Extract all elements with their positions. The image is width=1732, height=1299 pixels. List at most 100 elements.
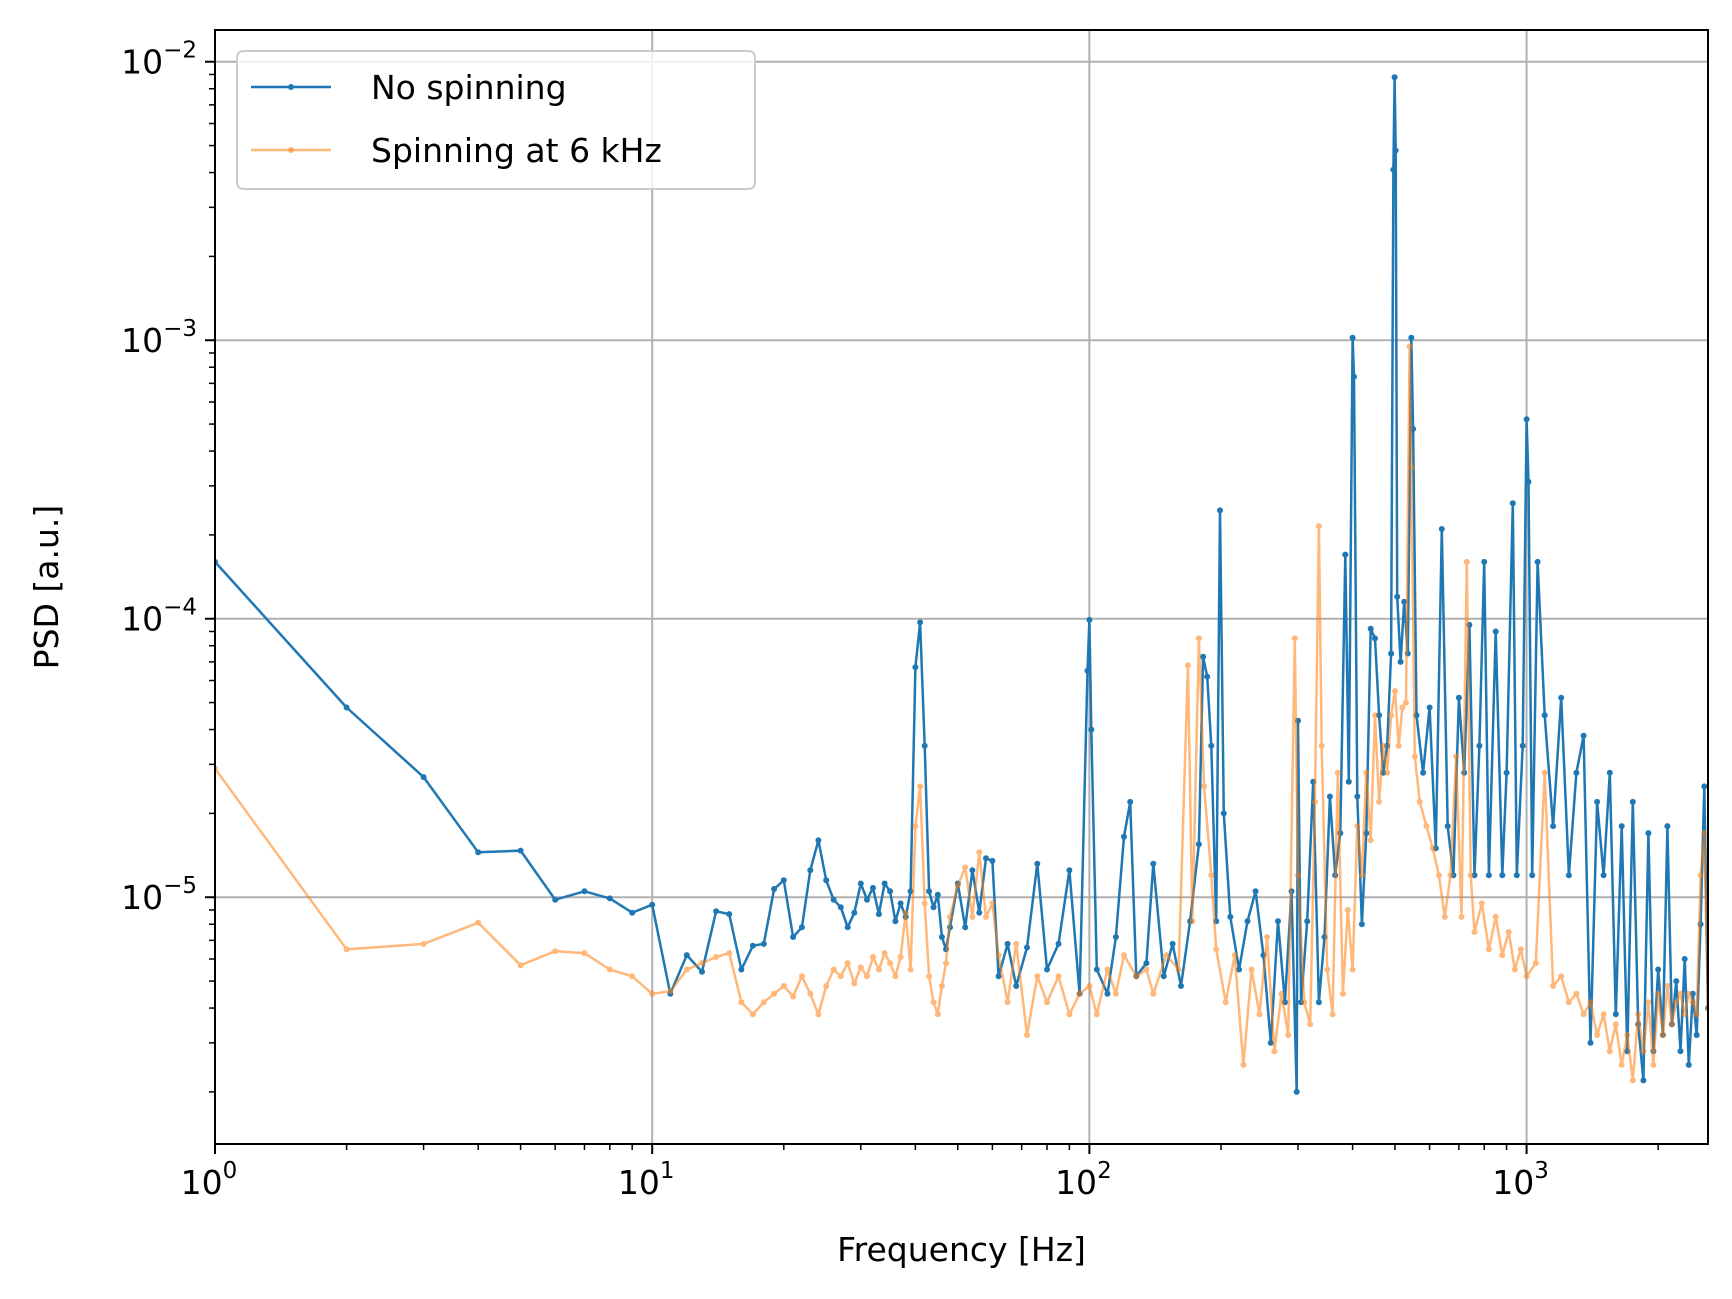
data-point — [1532, 960, 1539, 967]
data-point — [581, 888, 588, 895]
data-point — [892, 973, 899, 980]
data-point — [1388, 712, 1395, 719]
data-point — [1689, 999, 1696, 1006]
data-point — [1329, 1011, 1336, 1018]
data-point — [1086, 983, 1093, 989]
data-point — [1701, 830, 1708, 837]
data-point — [1195, 635, 1202, 642]
data-point — [926, 973, 933, 980]
data-point — [1104, 966, 1111, 973]
data-point — [1339, 990, 1346, 997]
data-point — [1612, 1011, 1619, 1018]
data-point — [649, 901, 656, 908]
data-point — [1681, 1011, 1688, 1018]
data-point — [749, 942, 756, 949]
data-point — [1618, 823, 1625, 830]
data-point — [1606, 769, 1613, 776]
data-point — [917, 783, 924, 790]
data-point — [1204, 673, 1211, 680]
data-point — [1650, 1061, 1657, 1068]
data-point — [1175, 966, 1182, 973]
x-tick-label: 100 — [181, 1158, 238, 1202]
data-point — [851, 980, 858, 987]
data-point — [844, 924, 851, 931]
x-tick-label: 102 — [1055, 1158, 1112, 1202]
data-point — [1267, 1039, 1274, 1046]
data-point — [1499, 952, 1506, 959]
data-point — [1213, 946, 1220, 953]
data-point — [738, 999, 745, 1006]
data-point — [1034, 860, 1041, 867]
data-point — [1376, 712, 1383, 719]
legend-marker-spinning — [288, 147, 294, 153]
data-point — [1044, 999, 1050, 1006]
data-point — [1315, 999, 1322, 1006]
data-point — [1143, 960, 1150, 967]
data-point — [1458, 913, 1465, 920]
data-point — [1655, 990, 1662, 997]
data-point — [1463, 558, 1470, 565]
data-point — [875, 911, 882, 918]
data-point — [629, 973, 636, 980]
data-point — [606, 895, 613, 902]
data-point — [1503, 769, 1510, 776]
data-point — [1013, 983, 1020, 989]
data-point — [1392, 688, 1398, 694]
data-point — [1481, 558, 1488, 565]
data-point — [760, 940, 767, 947]
data-point — [1485, 872, 1492, 879]
data-point — [1471, 929, 1478, 935]
data-point — [1326, 793, 1333, 800]
data-point — [343, 704, 350, 711]
data-point — [1222, 999, 1229, 1006]
data-point — [420, 774, 427, 781]
data-point — [1558, 694, 1565, 701]
data-point — [1565, 999, 1572, 1006]
data-point — [1541, 769, 1548, 776]
data-point — [921, 742, 928, 749]
data-point — [1169, 940, 1176, 947]
data-point — [844, 960, 851, 967]
data-point — [1367, 625, 1374, 632]
data-point — [1093, 1011, 1100, 1018]
data-point — [1311, 798, 1318, 805]
data-point — [1392, 147, 1399, 154]
data-point — [771, 886, 778, 892]
data-point — [667, 988, 674, 995]
y-tick-label: 10−3 — [121, 316, 197, 360]
data-point — [699, 960, 705, 967]
data-point — [1076, 990, 1083, 997]
plot-frame — [214, 29, 1709, 1145]
data-point — [1024, 1032, 1030, 1038]
data-point — [1127, 798, 1134, 805]
data-point — [837, 904, 844, 911]
data-point — [1240, 1061, 1247, 1068]
data-point — [1664, 983, 1671, 989]
data-point — [1401, 598, 1408, 605]
data-point — [1645, 830, 1652, 837]
y-tick-label: 10−2 — [121, 38, 197, 82]
data-point — [1163, 952, 1170, 959]
data-point — [581, 950, 588, 957]
data-point — [798, 973, 805, 980]
data-point — [1580, 1011, 1587, 1018]
data-point — [1133, 973, 1140, 980]
x-tick-label: 103 — [1492, 1158, 1549, 1202]
data-point — [1088, 726, 1095, 733]
data-point — [851, 909, 858, 916]
data-point — [1523, 416, 1530, 423]
legend: No spinning Spinning at 6 kHz — [236, 50, 756, 190]
data-point — [830, 966, 837, 973]
data-point — [1150, 860, 1157, 867]
legend-label-spinning: Spinning at 6 kHz — [371, 131, 662, 170]
data-point — [1301, 999, 1308, 1006]
axis-ticks: 100 101 102 103 10−5 10−4 10−3 10−2 — [121, 38, 1659, 1202]
data-point — [1084, 667, 1091, 674]
data-point — [1624, 1032, 1631, 1038]
data-point — [1659, 1032, 1666, 1038]
data-point — [1143, 966, 1150, 973]
series-layer — [215, 74, 1708, 1095]
x-axis-label: Frequency [Hz] — [837, 1230, 1086, 1269]
data-point — [1441, 913, 1448, 920]
data-point — [749, 1011, 756, 1018]
